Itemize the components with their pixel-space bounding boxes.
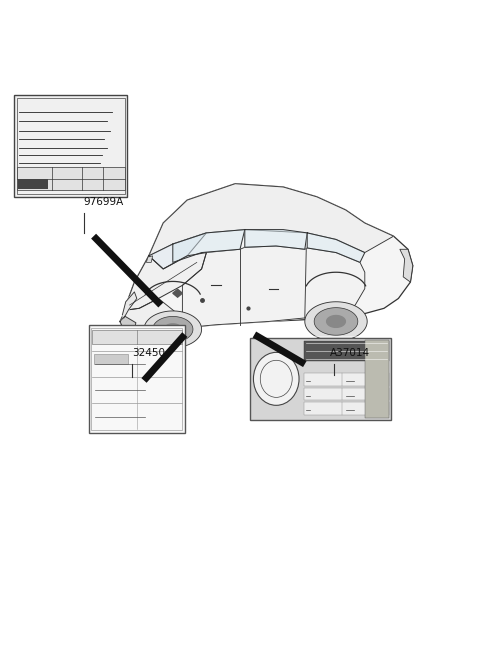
Bar — [14, 95, 127, 197]
Bar — [304, 341, 389, 361]
Polygon shape — [245, 230, 307, 249]
Bar — [91, 328, 182, 430]
Bar — [89, 325, 185, 433]
Bar — [250, 338, 391, 420]
Polygon shape — [149, 184, 394, 256]
Polygon shape — [120, 316, 136, 329]
Bar — [365, 340, 389, 418]
Bar — [94, 354, 128, 364]
Polygon shape — [122, 292, 137, 318]
Text: 32450: 32450 — [132, 348, 165, 358]
Polygon shape — [307, 233, 365, 262]
Polygon shape — [182, 246, 365, 328]
Text: 97699A: 97699A — [83, 197, 123, 207]
Bar — [17, 98, 125, 194]
Polygon shape — [164, 324, 181, 335]
Polygon shape — [127, 253, 206, 310]
Bar — [92, 330, 182, 344]
Bar — [304, 402, 389, 415]
Polygon shape — [173, 230, 245, 262]
Polygon shape — [327, 316, 345, 327]
Bar — [17, 167, 125, 190]
Polygon shape — [122, 298, 187, 329]
Bar — [18, 180, 48, 189]
Text: A37014: A37014 — [330, 348, 371, 358]
Bar — [304, 373, 389, 386]
Polygon shape — [120, 184, 413, 329]
Polygon shape — [149, 233, 206, 269]
Polygon shape — [144, 311, 202, 348]
Polygon shape — [173, 289, 182, 297]
Polygon shape — [314, 308, 358, 335]
Bar — [304, 388, 389, 400]
Ellipse shape — [253, 352, 299, 405]
Polygon shape — [305, 302, 367, 341]
Polygon shape — [153, 316, 193, 342]
Polygon shape — [146, 256, 153, 262]
Polygon shape — [400, 249, 413, 282]
